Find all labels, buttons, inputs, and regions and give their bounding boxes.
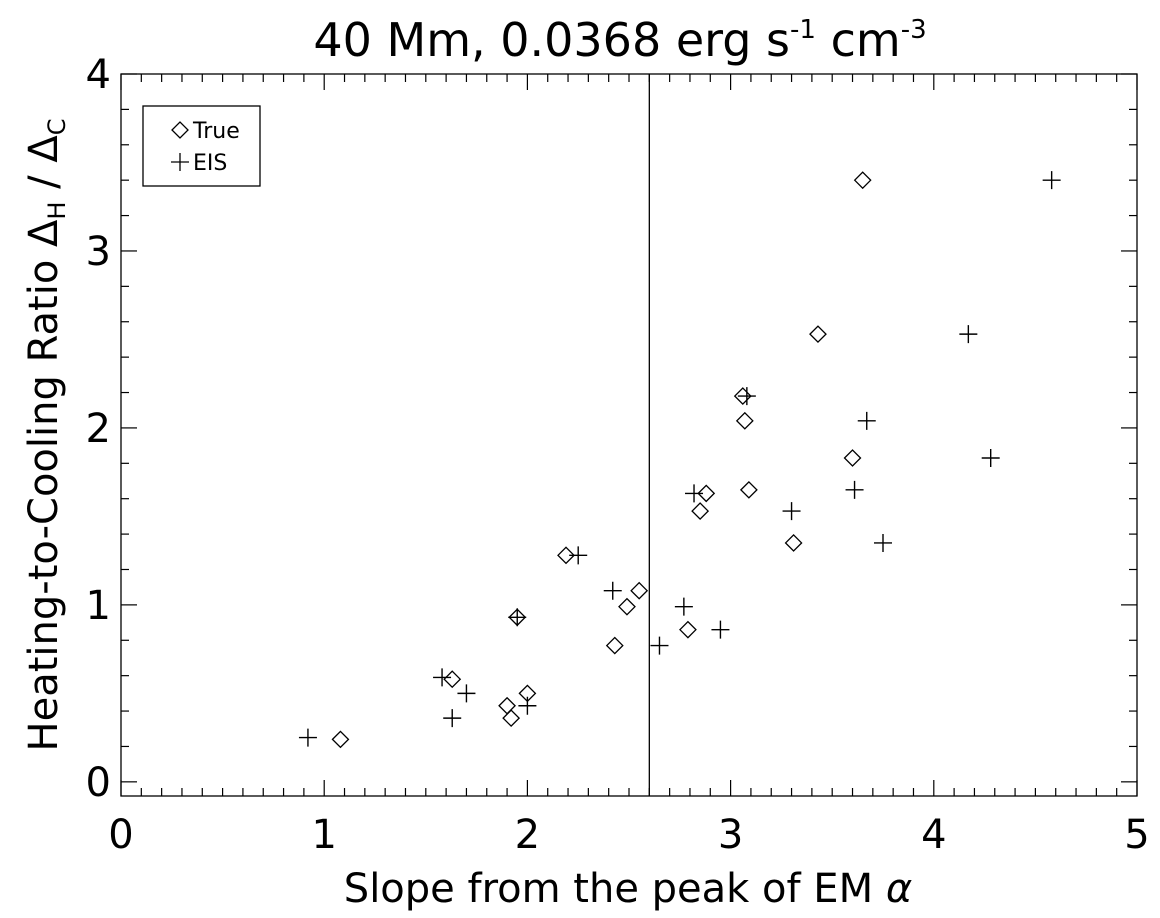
data-point-true bbox=[697, 484, 716, 503]
data-point-true bbox=[679, 620, 697, 639]
x-tick-label: 5 bbox=[1124, 812, 1149, 858]
data-point-true bbox=[618, 597, 636, 616]
plot-frame bbox=[120, 73, 1138, 797]
y-tick-label: 0 bbox=[86, 760, 111, 806]
legend-diamond-marker bbox=[171, 121, 189, 139]
data-point-eis bbox=[298, 728, 317, 747]
data-point-eis bbox=[603, 581, 622, 600]
x-tick-label: 1 bbox=[311, 812, 336, 858]
chart-title-main: 40 Mm, 0.0368 erg s bbox=[313, 13, 790, 67]
y-tick-label: 3 bbox=[86, 229, 111, 275]
data-point-eis bbox=[874, 533, 892, 552]
y-axis-label-sub2: C bbox=[43, 119, 71, 136]
data-point-eis bbox=[508, 608, 527, 627]
y-axis-label-sub1: H bbox=[43, 202, 71, 220]
chart-title-sup2: -3 bbox=[901, 15, 927, 45]
data-point-true bbox=[843, 449, 862, 467]
data-point-eis bbox=[711, 620, 730, 639]
y-tick-label: 1 bbox=[86, 583, 111, 629]
data-point-eis bbox=[457, 684, 476, 703]
data-point-eis bbox=[782, 502, 801, 521]
legend-box bbox=[142, 105, 261, 187]
x-axis-label-text: Slope from the peak of EM bbox=[344, 866, 886, 912]
data-point-eis bbox=[737, 387, 756, 406]
x-tick-label: 3 bbox=[718, 812, 743, 858]
x-tick-label: 0 bbox=[108, 812, 133, 858]
data-point-true bbox=[498, 696, 516, 715]
data-point-true bbox=[443, 670, 462, 689]
data-point-true bbox=[809, 325, 827, 344]
data-point-true bbox=[853, 171, 872, 190]
data-point-eis bbox=[433, 668, 452, 687]
data-point-eis bbox=[685, 484, 704, 503]
data-point-eis bbox=[857, 411, 876, 430]
x-tick-label: 4 bbox=[921, 812, 946, 858]
data-point-true bbox=[502, 709, 521, 728]
legend: True EIS bbox=[142, 105, 261, 187]
data-point-true bbox=[739, 480, 758, 499]
data-point-true bbox=[331, 730, 350, 749]
data-point-true bbox=[605, 636, 624, 655]
y-axis-label-main: Heating-to-Cooling Ratio Δ bbox=[21, 219, 67, 751]
chart-title-sup1: -1 bbox=[790, 15, 816, 45]
chart-title-mid: cm bbox=[816, 13, 901, 67]
data-point-true bbox=[518, 684, 537, 703]
data-point-eis bbox=[650, 636, 669, 655]
legend-entry-eis: EIS bbox=[193, 151, 227, 176]
data-point-eis bbox=[443, 709, 462, 728]
y-tick-label: 2 bbox=[86, 406, 111, 452]
legend-entry-true: True bbox=[192, 119, 240, 144]
x-axis-label: Slope from the peak of EM α bbox=[344, 866, 912, 912]
data-point-true bbox=[630, 581, 649, 600]
data-point-eis bbox=[845, 480, 864, 499]
data-point-true bbox=[735, 411, 754, 430]
data-point-eis bbox=[674, 597, 693, 616]
chart-title: 40 Mm, 0.0368 erg s-1 cm-3 bbox=[313, 13, 926, 67]
y-axis-label: Heating-to-Cooling Ratio ΔH / ΔC bbox=[21, 119, 71, 752]
data-point-eis bbox=[569, 546, 588, 565]
data-point-eis bbox=[1042, 171, 1061, 190]
y-axis-label-mid: / Δ bbox=[21, 135, 67, 202]
y-tick-label: 4 bbox=[86, 52, 111, 98]
legend-plus-marker bbox=[171, 153, 189, 171]
data-point-eis bbox=[981, 449, 1000, 468]
x-tick-label: 2 bbox=[515, 812, 540, 858]
data-point-eis bbox=[518, 696, 537, 715]
data-point-eis bbox=[959, 325, 978, 344]
data-point-true bbox=[784, 534, 803, 552]
x-axis-label-symbol: α bbox=[886, 866, 912, 912]
data-point-true bbox=[691, 502, 710, 521]
